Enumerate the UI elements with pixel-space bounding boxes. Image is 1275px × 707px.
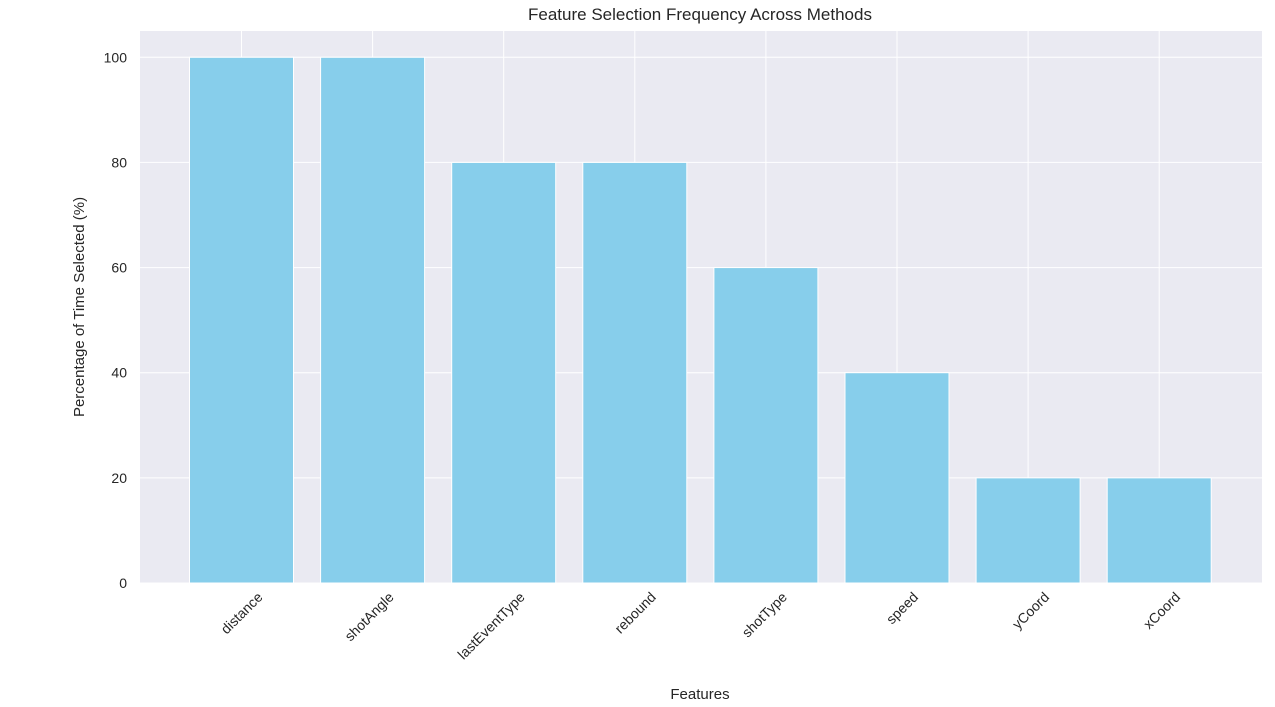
x-axis-label: Features xyxy=(670,686,729,703)
x-tick-labels: distance shotAngle lastEventType rebound sho… xyxy=(217,589,1183,663)
bar-shotType xyxy=(713,267,819,584)
y-tick-label: 80 xyxy=(111,154,127,170)
bar-rebound xyxy=(582,161,688,584)
y-tick-label: 40 xyxy=(111,365,127,381)
x-tick-label: shotAngle xyxy=(341,589,396,644)
x-tick-label: speed xyxy=(883,589,921,627)
bars xyxy=(189,56,1212,584)
bar-speed xyxy=(844,372,950,584)
x-tick-label: xCoord xyxy=(1140,589,1183,632)
bar-shotAngle xyxy=(320,56,426,584)
x-tick-label: yCoord xyxy=(1009,589,1052,632)
y-tick-label: 20 xyxy=(111,470,127,486)
chart-title: Feature Selection Frequency Across Metho… xyxy=(528,5,872,24)
y-tick-label: 0 xyxy=(119,575,127,591)
bar-lastEventType xyxy=(451,161,557,584)
y-tick-label: 100 xyxy=(104,49,128,65)
x-tick-label: distance xyxy=(217,589,265,637)
x-tick-label: shotType xyxy=(739,589,791,641)
bar-yCoord xyxy=(975,477,1081,584)
plot-area xyxy=(140,31,1262,583)
y-tick-labels: 0 20 40 60 80 100 xyxy=(104,49,128,591)
bar-distance xyxy=(189,56,294,584)
x-tick-label: rebound xyxy=(611,589,659,637)
y-tick-label: 60 xyxy=(111,260,127,276)
x-tick-label: lastEventType xyxy=(454,589,528,663)
y-axis-label: Percentage of Time Selected (%) xyxy=(71,197,88,417)
bar-xCoord xyxy=(1106,477,1212,584)
